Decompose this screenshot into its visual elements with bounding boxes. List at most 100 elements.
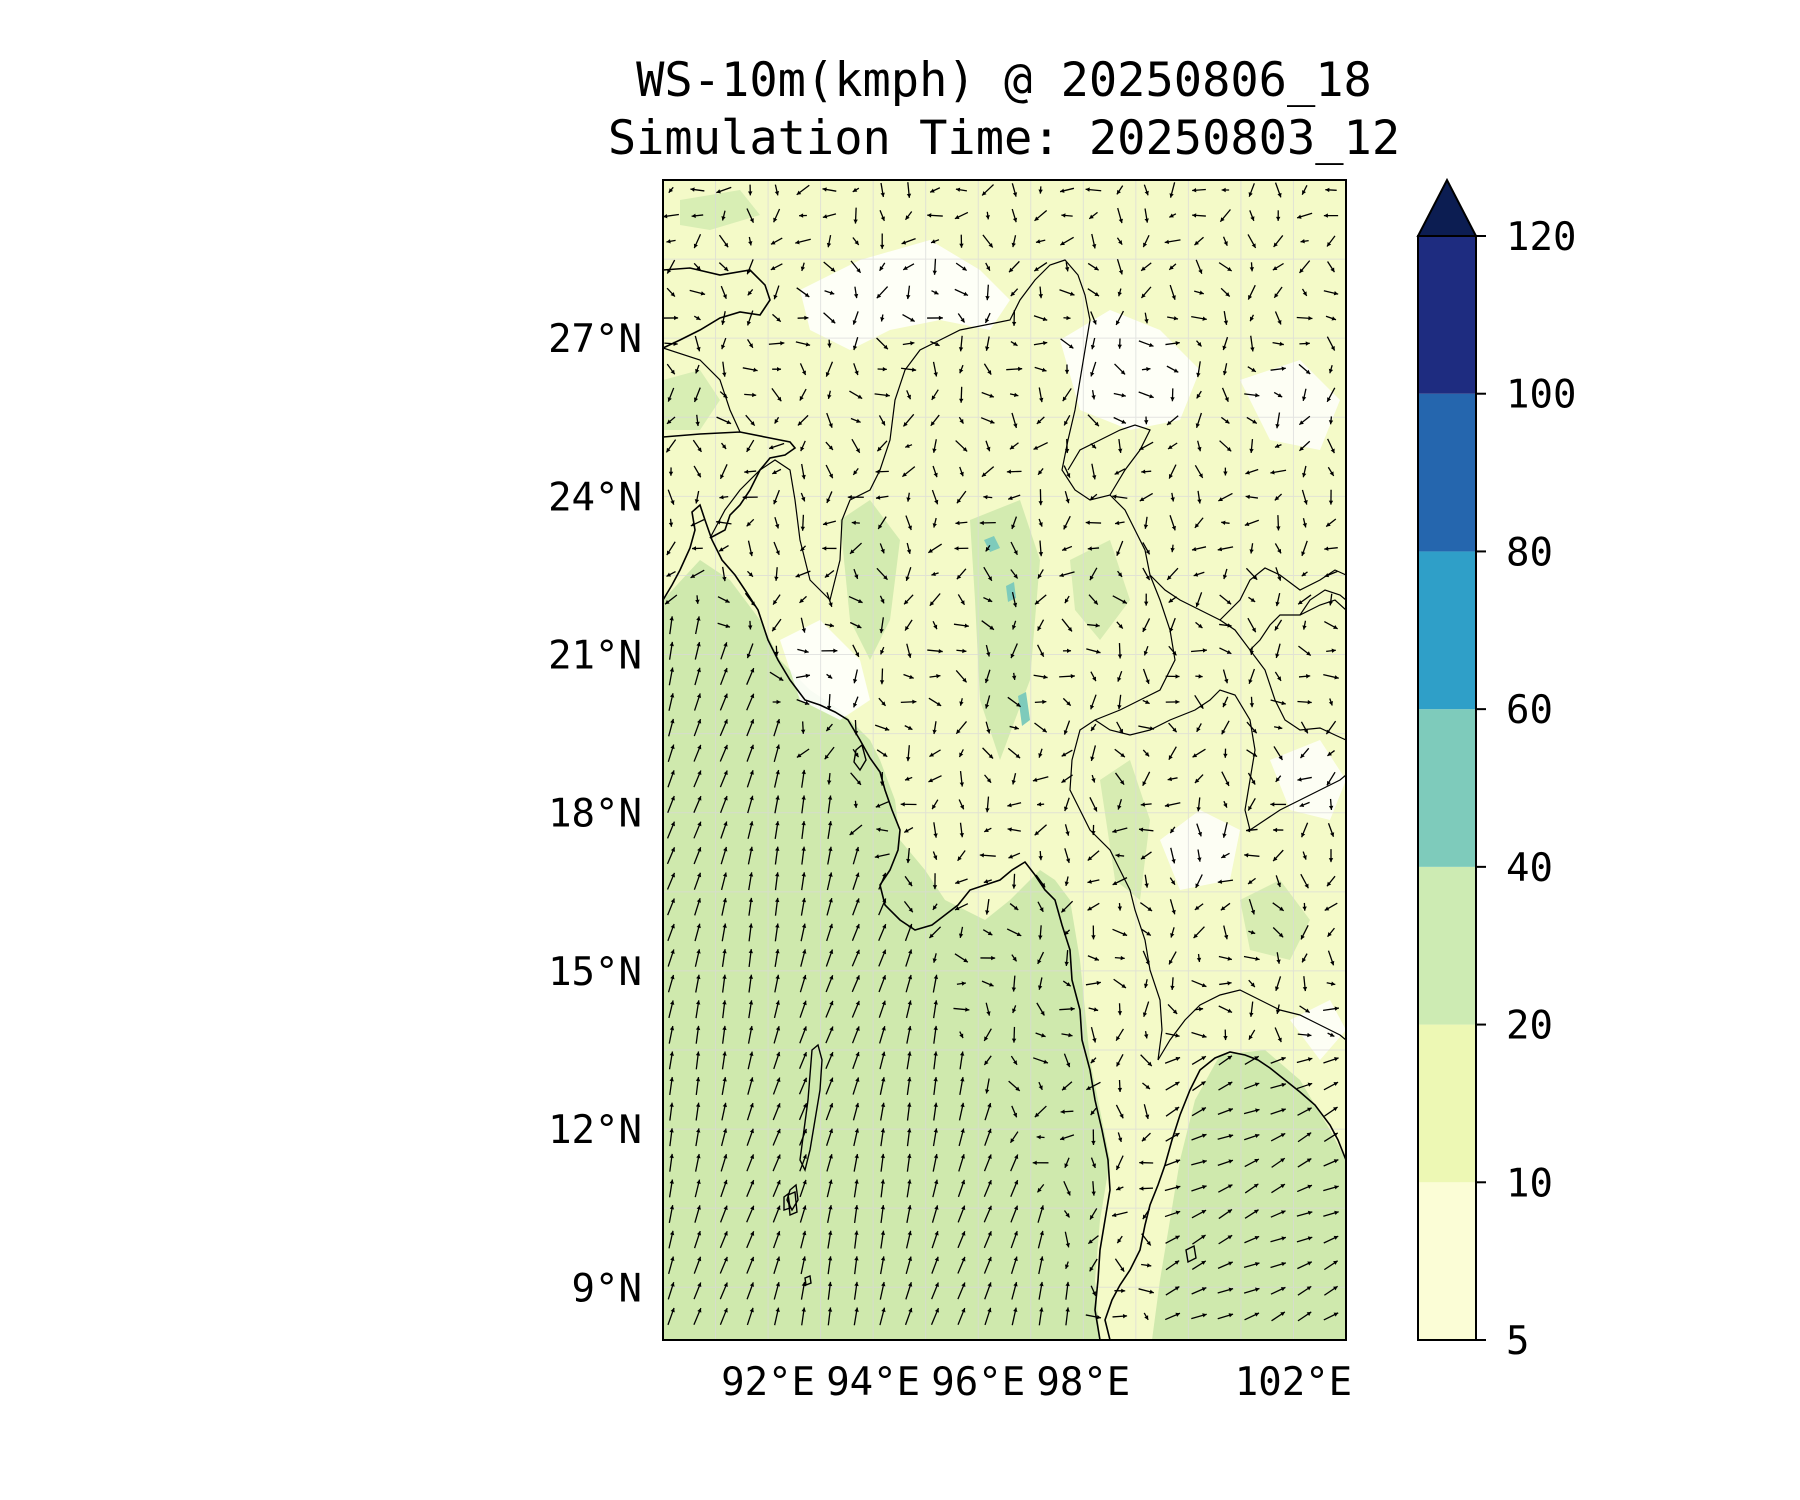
wind-arrow [1326,875,1336,887]
wind-arrow [928,697,942,707]
wind-arrow [1116,621,1124,629]
wind-arrow [1248,930,1256,935]
wind-arrow [824,569,835,579]
wind-arrow [1115,1104,1124,1119]
wind-arrow [1270,699,1286,706]
wind-arrow [668,518,674,527]
wind-arrow [1244,1082,1260,1090]
wind-arrow [1272,849,1284,862]
wind-arrow [903,673,914,679]
wind-arrow [1087,879,1100,884]
wind-arrow [932,439,937,453]
wind-arrow [719,495,729,500]
wind-arrow [1274,182,1282,198]
wind-arrow [1141,1233,1152,1246]
wind-arrow [1038,387,1044,403]
wind-arrow [1324,570,1338,578]
wind-arrow [853,1281,859,1300]
wind-arrow [666,239,676,244]
wind-arrow [1034,1105,1047,1118]
wind-arrow [1007,494,1021,501]
wind-arrow [669,1102,674,1121]
wind-arrow [1062,697,1072,707]
wind-arrow [716,520,732,525]
y-tick-label: 18°N [548,792,642,837]
wind-arrow [1249,438,1254,454]
wind-arrow [1011,1105,1018,1118]
wind-arrow [746,439,755,453]
wind-arrow [720,846,728,865]
wind-arrow [932,1128,938,1147]
wind-arrow [1112,928,1128,937]
wind-arrow [1222,236,1228,246]
wind-arrow [1273,391,1283,398]
wind-arrow [1301,388,1307,401]
wind-arrow [1323,673,1339,680]
wind-arrow [1036,644,1045,658]
wind-arrow [1011,873,1017,889]
wind-arrow [1273,286,1283,299]
wind-arrow [955,440,968,452]
wind-arrow [851,438,861,454]
wind-arrow [904,875,913,887]
wind-arrow [1326,235,1336,247]
wind-arrow [1221,387,1229,402]
wind-arrow [906,1179,912,1198]
wind-arrow [1323,1006,1339,1011]
wind-arrow [854,1256,859,1275]
wind-arrow [1117,438,1123,454]
wind-arrow [956,490,967,504]
wind-arrow [1142,771,1151,787]
wind-arrow [1117,207,1123,224]
map-frame [662,179,1347,1341]
wind-arrow [690,569,705,579]
wind-arrow [746,1307,754,1326]
wind-arrow [717,596,730,604]
wind-arrow [1111,1211,1128,1218]
wind-arrow [852,748,860,758]
wind-arrow [927,315,943,321]
wind-arrow [1063,515,1071,530]
wind-arrow [1060,900,1074,913]
wind-arrow [1170,847,1176,864]
wind-arrow [1191,1209,1207,1219]
wind-arrow [1195,674,1203,679]
wind-arrow [983,363,992,375]
wind-arrow [852,187,860,193]
wind-arrow [1114,955,1125,961]
wind-arrow [774,949,780,967]
wind-arrow [1302,851,1307,860]
wind-arrow [849,542,863,555]
wind-arrow [695,974,701,993]
wind-arrow [1142,1208,1151,1220]
wind-arrow [879,1307,886,1326]
wind-arrow [900,367,917,372]
wind-arrow [801,872,806,891]
wind-arrow [768,341,785,346]
wind-arrow [1165,1235,1180,1244]
wind-arrow [1010,541,1018,556]
wind-arrow [875,801,889,808]
wind-arrow [801,820,806,840]
wind-arrow [1011,1281,1018,1300]
wind-arrow [1010,1179,1019,1197]
wind-arrow [693,1230,702,1249]
wind-arrow [744,592,756,607]
wind-arrow [746,744,754,762]
wind-arrow [1088,211,1098,220]
wind-arrow [932,1179,939,1198]
wind-arrow [927,543,943,554]
wind-arrow [1323,1081,1339,1091]
wind-arrow [927,648,943,654]
wind-arrow [1169,899,1176,915]
wind-arrow [1085,980,1101,986]
wind-arrow [795,341,811,347]
wind-arrow [690,187,705,192]
wind-arrow [1064,848,1071,864]
wind-arrow [1138,725,1155,731]
wind-arrow [667,898,675,916]
wind-arrow [957,1256,966,1274]
wind-arrow [954,953,969,963]
wind-arrow [1327,822,1335,838]
wind-arrow [669,1128,674,1147]
